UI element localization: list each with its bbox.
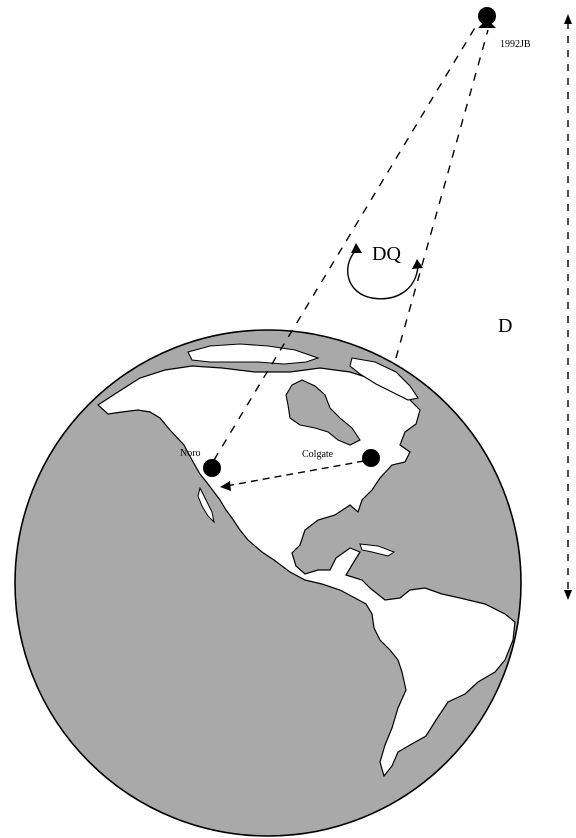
baseline-arrowhead [220, 481, 231, 491]
arctic-island [187, 343, 320, 365]
caribbean-island [359, 543, 396, 557]
dq-arc-arrowhead-right [412, 259, 423, 269]
site-marker-colgate [362, 449, 380, 467]
hudson-bay [285, 379, 361, 446]
object-marker-base [478, 22, 496, 28]
distance-arrowhead-top [564, 14, 572, 24]
dq-label: DQ [372, 243, 401, 265]
continents [97, 343, 516, 778]
site-marker-noro [203, 459, 221, 477]
object-marker-1992jb [478, 7, 496, 25]
sightline-noro [213, 25, 477, 461]
distance-label: D [498, 315, 512, 337]
greenland [349, 357, 419, 401]
north-america-landmass [97, 365, 516, 778]
sightline-colgate [395, 29, 489, 359]
distance-arrowhead-bottom [564, 590, 572, 600]
object-label: 1992JB [500, 39, 531, 50]
site-label-noro: Noro [180, 448, 201, 459]
baja-peninsula [197, 486, 215, 524]
dq-angle-arc [347, 249, 419, 300]
site-label-colgate: Colgate [302, 449, 334, 460]
dq-arc-arrowhead-left [351, 243, 362, 253]
